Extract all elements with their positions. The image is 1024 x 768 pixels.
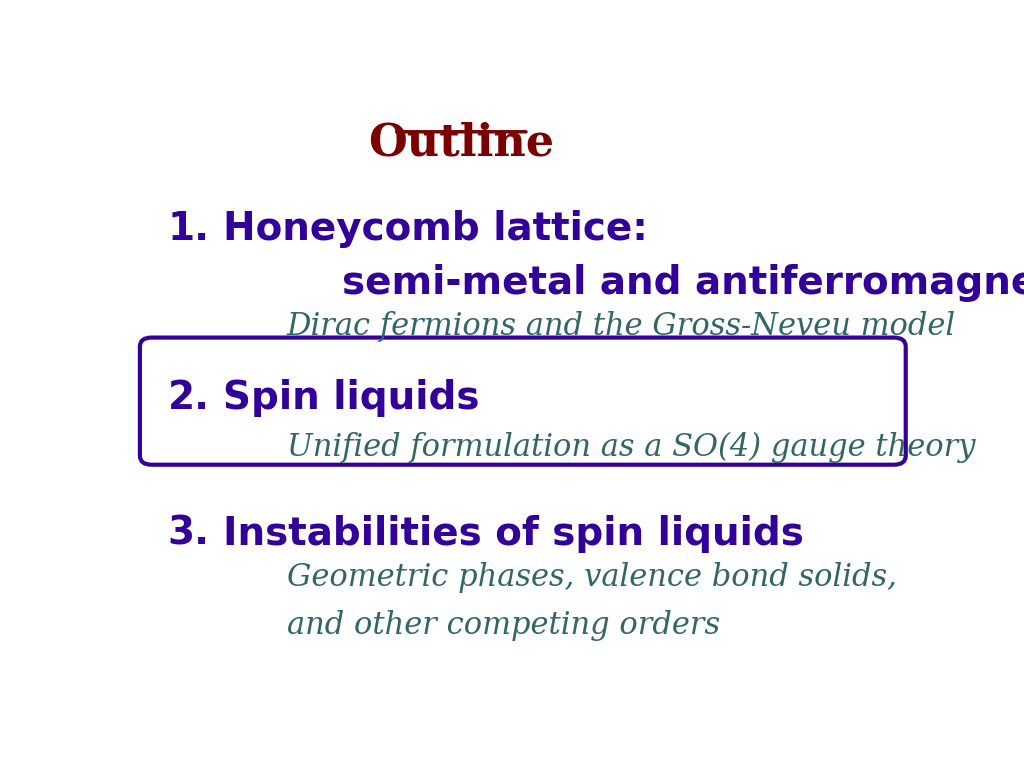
- Text: Honeycomb lattice:: Honeycomb lattice:: [223, 210, 648, 248]
- Text: Outline: Outline: [369, 121, 554, 164]
- Text: 1.: 1.: [168, 210, 210, 248]
- Text: semi-metal and antiferromagnetism: semi-metal and antiferromagnetism: [342, 263, 1024, 302]
- Text: Instabilities of spin liquids: Instabilities of spin liquids: [223, 515, 804, 553]
- Text: 2.: 2.: [168, 379, 210, 417]
- Text: Spin liquids: Spin liquids: [223, 379, 479, 417]
- Text: Geometric phases, valence bond solids,: Geometric phases, valence bond solids,: [287, 562, 897, 594]
- Text: and other competing orders: and other competing orders: [287, 610, 720, 641]
- Text: 3.: 3.: [168, 515, 210, 553]
- FancyBboxPatch shape: [140, 338, 906, 465]
- Text: Dirac fermions and the Gross-Neveu model: Dirac fermions and the Gross-Neveu model: [287, 311, 955, 342]
- Text: Unified formulation as a SO(4) gauge theory: Unified formulation as a SO(4) gauge the…: [287, 432, 975, 463]
